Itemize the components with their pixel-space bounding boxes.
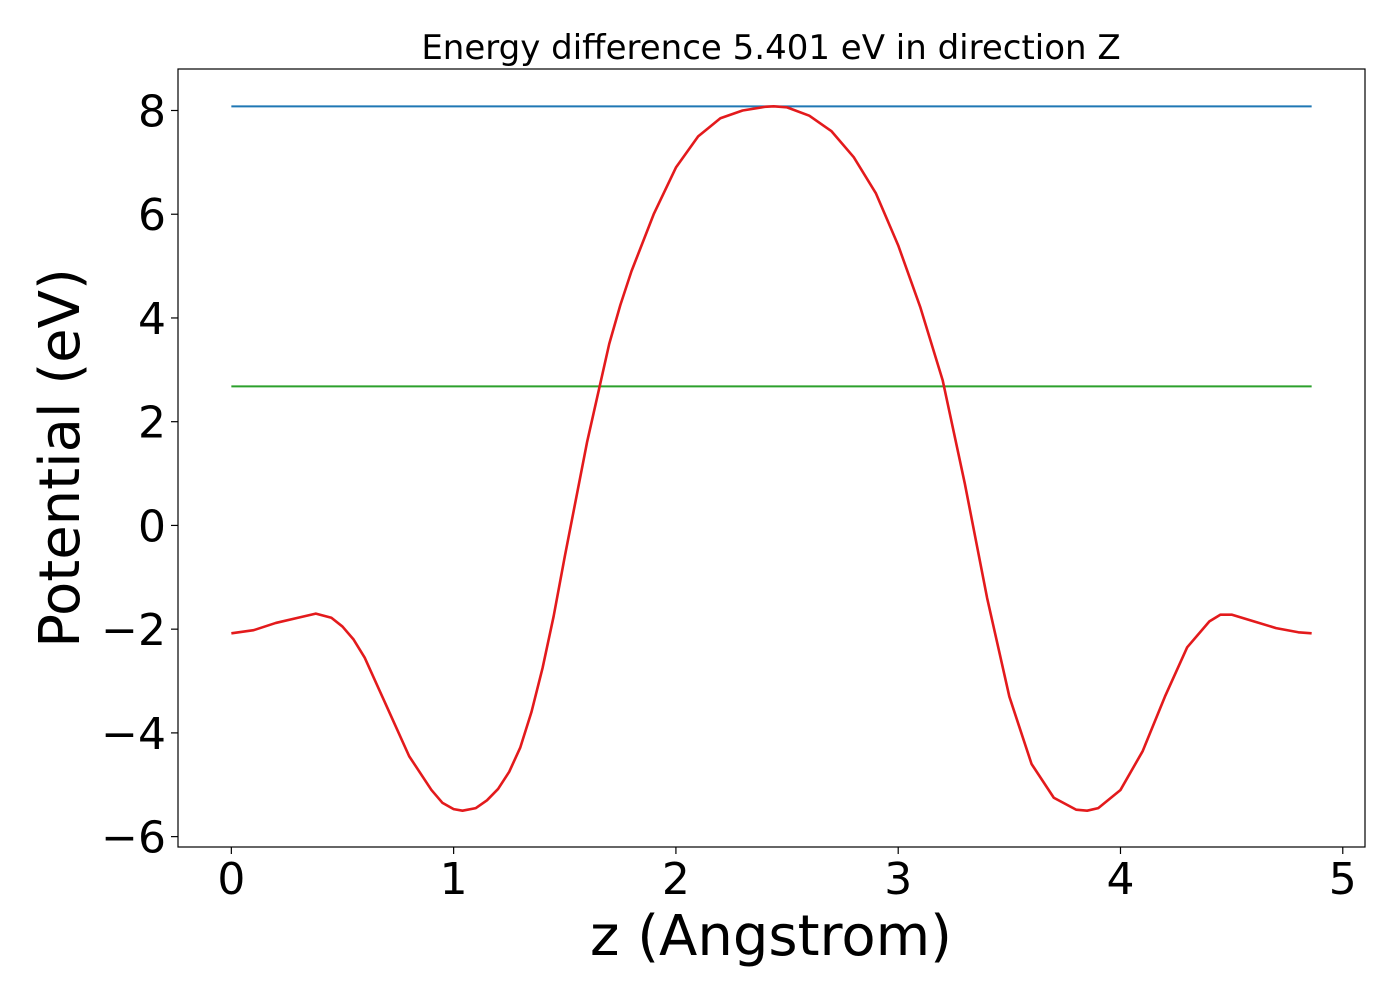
y-tick-label: 4 bbox=[138, 294, 166, 345]
x-axis-label: z (Angstrom) bbox=[590, 904, 952, 969]
x-tick-label: 2 bbox=[662, 854, 690, 905]
x-tick-label: 5 bbox=[1329, 854, 1357, 905]
y-tick-label: −6 bbox=[101, 813, 166, 864]
x-axis: 0 1 2 3 4 5 bbox=[217, 847, 1357, 905]
y-axis: −6 −4 −2 0 2 4 6 8 bbox=[101, 86, 178, 864]
series-layer bbox=[231, 105, 1312, 812]
x-tick-label: 0 bbox=[217, 854, 245, 905]
chart-title: Energy difference 5.401 eV in direction … bbox=[421, 28, 1120, 68]
y-tick-label: 6 bbox=[138, 190, 166, 241]
x-tick-label: 1 bbox=[440, 854, 468, 905]
y-axis-label: Potential (eV) bbox=[28, 268, 93, 648]
y-tick-label: 0 bbox=[138, 501, 166, 552]
y-tick-label: −2 bbox=[101, 605, 166, 656]
series-red-potential-curve bbox=[231, 105, 1312, 812]
y-tick-label: 8 bbox=[138, 86, 166, 137]
plot-area-frame bbox=[177, 68, 1366, 848]
x-tick-label: 4 bbox=[1106, 854, 1134, 905]
y-tick-label: 2 bbox=[138, 398, 166, 449]
x-tick-label: 3 bbox=[884, 854, 912, 905]
y-tick-label: −4 bbox=[101, 709, 166, 760]
